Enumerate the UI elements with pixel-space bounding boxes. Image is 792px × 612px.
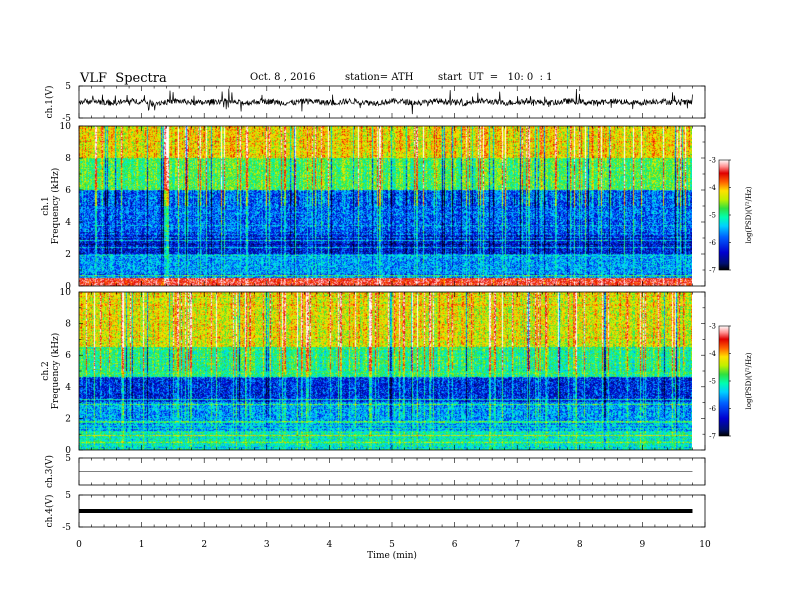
x-tick-label: 9 xyxy=(640,540,646,550)
ch1-spec-y-tick-label: 2 xyxy=(65,250,71,260)
colorbar-tick-label: -3 xyxy=(709,157,716,165)
ch2-spec-y-tick-label: 6 xyxy=(65,351,71,361)
x-tick-label: 2 xyxy=(201,540,207,550)
ch1-spec-y-tick-label: 0 xyxy=(65,282,71,292)
ch2-spec-y-label-line1: ch.2 xyxy=(41,361,51,380)
ch1-wave-y-tick-label: 5 xyxy=(65,82,71,92)
waveform-ch1-trace xyxy=(78,88,693,115)
spectrogram-ch1-image xyxy=(79,126,692,286)
ch4-wave-y-tick-label: -5 xyxy=(62,523,71,533)
colorbar-tick-label: -5 xyxy=(709,212,716,220)
station-label: station= ATH xyxy=(345,72,414,83)
x-tick-label: 5 xyxy=(389,540,395,550)
ch2-spec-y-tick-label: 2 xyxy=(65,414,71,424)
colorbar-tick-label: -5 xyxy=(709,378,716,386)
colorbar-tick-label: -4 xyxy=(709,184,716,192)
colorbar-ch1 xyxy=(718,159,730,271)
ch4-wave-y-label: ch.4(V) xyxy=(44,495,55,528)
ch2-spec-y-tick-label: 10 xyxy=(60,288,72,298)
chart-title: VLF Spectra xyxy=(80,71,167,86)
ch2-spec-y-tick-label: 0 xyxy=(65,446,71,456)
ch1-spec-y-label-line2: Frequency (kHz) xyxy=(50,168,61,245)
colorbar-tick-label: -6 xyxy=(709,239,716,247)
ch1-wave-y-label: ch.1(V) xyxy=(44,86,55,119)
ch2-spec-y-tick-label: 4 xyxy=(65,383,71,393)
colorbar-tick-label: -3 xyxy=(709,323,716,331)
ch3-wave-y-label: ch.3(V) xyxy=(44,455,55,488)
ch3-wave-y-tick-label: 5 xyxy=(65,454,71,464)
ch2-spec-y-tick-label: 8 xyxy=(65,320,71,330)
x-axis-label: Time (min) xyxy=(367,550,417,561)
colorbar-label: log(PSD)(V²/Hz) xyxy=(745,352,753,409)
x-tick-label: 6 xyxy=(452,540,458,550)
x-tick-label: 0 xyxy=(76,540,82,550)
ch4-wave-y-tick-label: 5 xyxy=(65,491,71,501)
x-tick-label: 3 xyxy=(264,540,270,550)
ch1-spec-y-tick-label: 10 xyxy=(60,122,72,132)
ch2-spec-y-label-line2: Frequency (kHz) xyxy=(50,333,61,410)
date-label: Oct. 8 , 2016 xyxy=(250,72,316,83)
start-time-label: start UT = 10: 0 : 1 xyxy=(438,72,553,83)
x-tick-label: 8 xyxy=(577,540,583,550)
spectrogram-ch2-image xyxy=(79,292,692,450)
colorbar-ch2 xyxy=(718,325,730,437)
colorbar-tick-label: -7 xyxy=(709,433,716,441)
x-tick-label: 10 xyxy=(699,540,711,550)
ch1-spec-y-tick-label: 8 xyxy=(65,154,71,164)
x-tick-label: 4 xyxy=(327,540,333,550)
ch1-spec-y-label-line1: ch.1 xyxy=(41,196,51,215)
colorbar-tick-label: -7 xyxy=(709,267,716,275)
colorbar-label: log(PSD)(V²/Hz) xyxy=(745,186,753,243)
ch1-spec-y-tick-label: 4 xyxy=(65,218,71,228)
ch1-spec-y-tick-label: 6 xyxy=(65,186,71,196)
colorbar-tick-label: -4 xyxy=(709,350,716,358)
colorbar-tick-label: -6 xyxy=(709,405,716,413)
ch1-wave-y-tick-label: -5 xyxy=(62,114,71,124)
x-tick-label: 7 xyxy=(514,540,520,550)
x-tick-label: 1 xyxy=(139,540,145,550)
